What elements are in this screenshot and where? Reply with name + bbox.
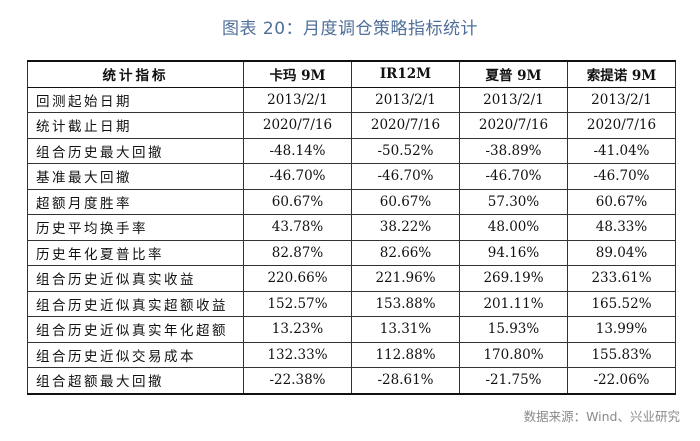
value-cell: 82.87% bbox=[243, 239, 352, 266]
value-cell: -46.70% bbox=[567, 163, 676, 190]
table-row: 组合历史近似交易成本 132.33% 112.88% 170.80% 155.83% bbox=[27, 341, 676, 368]
value-cell: 165.52% bbox=[567, 290, 676, 317]
value-cell: -48.14% bbox=[243, 137, 352, 164]
value-cell: 132.33% bbox=[243, 341, 352, 368]
row-label-cell: 组合历史最大回撤 bbox=[27, 137, 244, 164]
value-cell: 2020/7/16 bbox=[243, 112, 352, 139]
row-label-cell: 组合历史近似真实超额收益 bbox=[27, 290, 244, 317]
value-cell: -21.75% bbox=[459, 367, 568, 395]
value-cell: 60.67% bbox=[567, 188, 676, 215]
row-label-cell: 超额月度胜率 bbox=[27, 188, 244, 215]
value-cell: 94.16% bbox=[459, 239, 568, 266]
value-cell: 13.99% bbox=[567, 316, 676, 343]
value-cell: 43.78% bbox=[243, 214, 352, 241]
table-row: 组合历史近似真实收益 220.66% 221.96% 269.19% 233.61% bbox=[27, 265, 676, 292]
value-cell: 48.33% bbox=[567, 214, 676, 241]
value-cell: -50.52% bbox=[351, 137, 460, 164]
header-cell-sortino-9m: 索提诺 9M bbox=[567, 60, 676, 88]
header-cell-ir-12m: IR12M bbox=[351, 60, 460, 88]
value-cell: 233.61% bbox=[567, 265, 676, 292]
value-cell: 152.57% bbox=[243, 290, 352, 317]
value-cell: 2013/2/1 bbox=[567, 86, 676, 113]
value-cell: 89.04% bbox=[567, 239, 676, 266]
value-cell: -38.89% bbox=[459, 137, 568, 164]
value-cell: 2020/7/16 bbox=[567, 112, 676, 139]
value-cell: 2013/2/1 bbox=[459, 86, 568, 113]
row-label-cell: 组合历史近似交易成本 bbox=[27, 341, 244, 368]
table-row: 组合历史近似真实年化超额 13.23% 13.31% 15.93% 13.99% bbox=[27, 316, 676, 343]
value-cell: 201.11% bbox=[459, 290, 568, 317]
data-source-note: 数据来源：Wind、兴业研究 bbox=[523, 409, 680, 424]
table-row: 基准最大回撤 -46.70% -46.70% -46.70% -46.70% bbox=[27, 163, 676, 190]
row-label-cell: 组合历史近似真实年化超额 bbox=[27, 316, 244, 343]
value-cell: 38.22% bbox=[351, 214, 460, 241]
value-cell: 13.31% bbox=[351, 316, 460, 343]
value-cell: 269.19% bbox=[459, 265, 568, 292]
figure-title: 图表 20：月度调仓策略指标统计 bbox=[221, 19, 479, 39]
value-cell: 170.80% bbox=[459, 341, 568, 368]
value-cell: 57.30% bbox=[459, 188, 568, 215]
strategy-stats-table: 统计指标 卡玛 9M IR12M 夏普 9M 索提诺 9M 回测起始日期 2013… bbox=[27, 60, 676, 395]
header-cell-calmar-9m: 卡玛 9M bbox=[243, 60, 352, 88]
value-cell: 220.66% bbox=[243, 265, 352, 292]
value-cell: -46.70% bbox=[243, 163, 352, 190]
value-cell: -22.38% bbox=[243, 367, 352, 395]
value-cell: 153.88% bbox=[351, 290, 460, 317]
header-cell-metric: 统计指标 bbox=[27, 60, 244, 88]
row-label-cell: 历史平均换手率 bbox=[27, 214, 244, 241]
value-cell: -46.70% bbox=[459, 163, 568, 190]
value-cell: 60.67% bbox=[351, 188, 460, 215]
value-cell: 48.00% bbox=[459, 214, 568, 241]
value-cell: 221.96% bbox=[351, 265, 460, 292]
table-row: 组合超额最大回撤 -22.38% -28.61% -21.75% -22.06% bbox=[27, 367, 676, 395]
value-cell: 60.67% bbox=[243, 188, 352, 215]
row-label-cell: 组合超额最大回撤 bbox=[27, 367, 244, 395]
header-cell-sharpe-9m: 夏普 9M bbox=[459, 60, 568, 88]
value-cell: 13.23% bbox=[243, 316, 352, 343]
table-row: 历史年化夏普比率 82.87% 82.66% 94.16% 89.04% bbox=[27, 239, 676, 266]
value-cell: 15.93% bbox=[459, 316, 568, 343]
value-cell: 2013/2/1 bbox=[243, 86, 352, 113]
value-cell: -28.61% bbox=[351, 367, 460, 395]
value-cell: -46.70% bbox=[351, 163, 460, 190]
table-row: 组合历史最大回撤 -48.14% -50.52% -38.89% -41.04% bbox=[27, 137, 676, 164]
table-header-row: 统计指标 卡玛 9M IR12M 夏普 9M 索提诺 9M bbox=[27, 60, 676, 88]
row-label-cell: 统计截止日期 bbox=[27, 112, 244, 139]
table-row: 统计截止日期 2020/7/16 2020/7/16 2020/7/16 2020/7/… bbox=[27, 112, 676, 139]
table-body: 回测起始日期 2013/2/1 2013/2/1 2013/2/1 2013/2/1 统计… bbox=[27, 86, 676, 395]
value-cell: 2013/2/1 bbox=[351, 86, 460, 113]
value-cell: 155.83% bbox=[567, 341, 676, 368]
value-cell: 112.88% bbox=[351, 341, 460, 368]
row-label-cell: 组合历史近似真实收益 bbox=[27, 265, 244, 292]
table-row: 组合历史近似真实超额收益 152.57% 153.88% 201.11% 165.52% bbox=[27, 290, 676, 317]
table-row: 超额月度胜率 60.67% 60.67% 57.30% 60.67% bbox=[27, 188, 676, 215]
table-row: 回测起始日期 2013/2/1 2013/2/1 2013/2/1 2013/2/1 bbox=[27, 86, 676, 113]
value-cell: 2020/7/16 bbox=[459, 112, 568, 139]
row-label-cell: 历史年化夏普比率 bbox=[27, 239, 244, 266]
value-cell: -41.04% bbox=[567, 137, 676, 164]
value-cell: 2020/7/16 bbox=[351, 112, 460, 139]
row-label-cell: 基准最大回撤 bbox=[27, 163, 244, 190]
value-cell: 82.66% bbox=[351, 239, 460, 266]
table-row: 历史平均换手率 43.78% 38.22% 48.00% 48.33% bbox=[27, 214, 676, 241]
value-cell: -22.06% bbox=[567, 367, 676, 395]
row-label-cell: 回测起始日期 bbox=[27, 86, 244, 113]
